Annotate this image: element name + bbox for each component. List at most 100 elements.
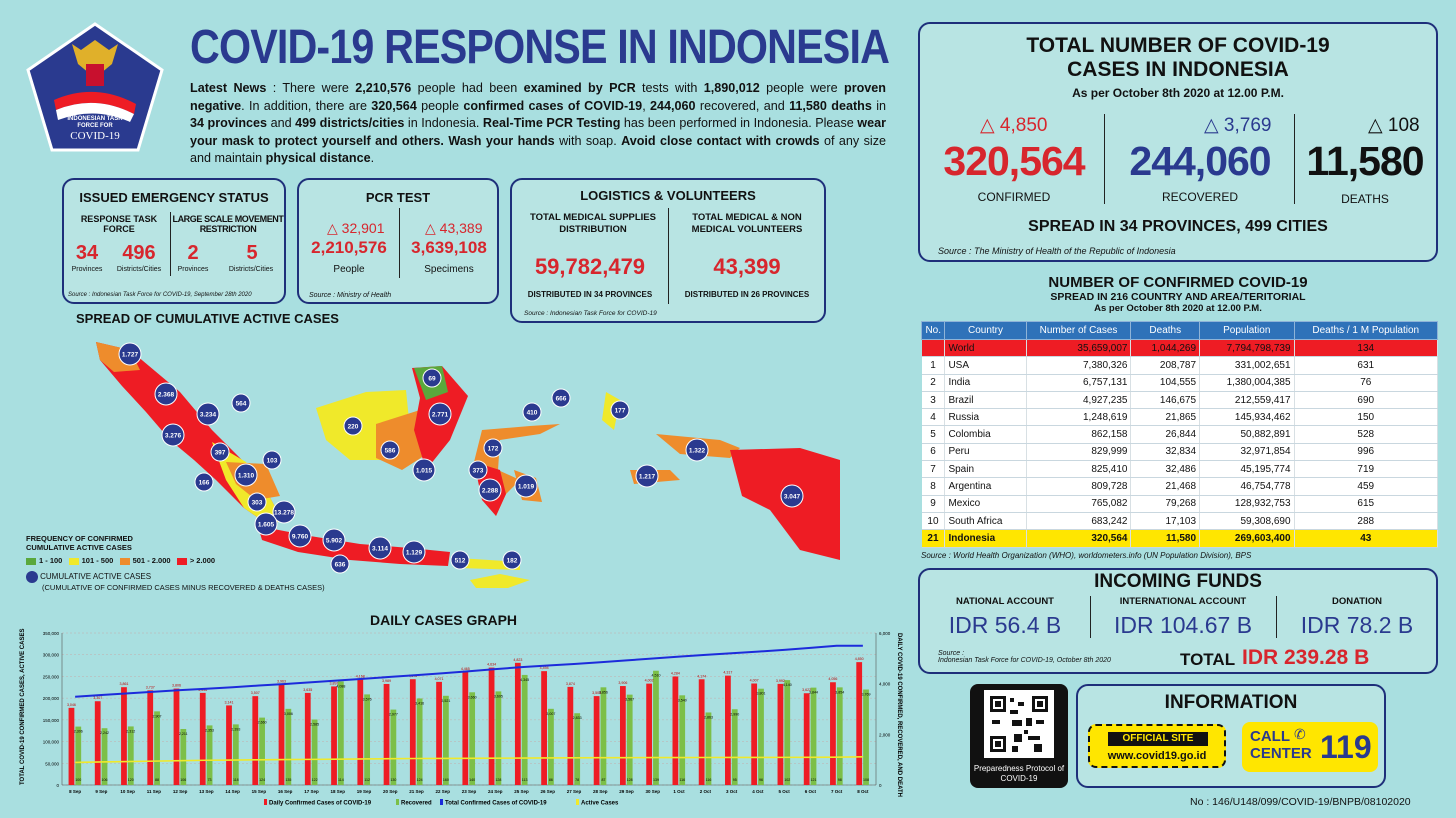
case-bubble: 1.727 xyxy=(118,342,142,366)
recovered-bar xyxy=(521,674,528,785)
x-tick-label: 25 Sep xyxy=(514,789,529,794)
bubble-label: 13.278 xyxy=(274,510,294,517)
death-data-label: 95 xyxy=(733,778,737,782)
table-cell: 631 xyxy=(1294,356,1439,375)
confirmed-bar xyxy=(409,679,416,785)
bubble-label: 3.047 xyxy=(784,494,801,501)
official-site-button[interactable]: OFFICIAL SITE www.covid19.go.id xyxy=(1088,724,1226,768)
table-cell: 76 xyxy=(1294,374,1439,392)
call-center-number[interactable]: 119 xyxy=(1320,729,1372,765)
table-cell: 8 xyxy=(921,477,946,496)
recovered-data-label: 2,977 xyxy=(389,713,398,717)
deaths-value: 11,580 xyxy=(1306,138,1424,184)
bubble-label: 3.234 xyxy=(200,412,217,419)
death-data-label: 130 xyxy=(390,778,396,782)
legend-item-2: 101 - 500 xyxy=(68,556,118,565)
recovered-data-label: 4,140 xyxy=(783,683,792,687)
official-site-url[interactable]: www.covid19.go.id xyxy=(1107,750,1207,762)
y-tick-label: 100,000 xyxy=(43,740,60,745)
death-data-label: 128 xyxy=(495,778,501,782)
table-cell: 150 xyxy=(1294,408,1439,427)
bubble-label: 1.019 xyxy=(518,484,535,491)
y-tick-label: 50,000 xyxy=(45,761,59,766)
table-row: World 35,659,007 1,044,269 7,794,798,739 134 xyxy=(921,339,1439,358)
x-tick-label: 6 Oct xyxy=(805,789,817,794)
case-bubble: 1.322 xyxy=(685,438,709,462)
bubble-label: 172 xyxy=(488,446,499,453)
emg-v2: 496 xyxy=(122,242,156,264)
call-center-button[interactable]: CALL CENTER ✆ 119 xyxy=(1242,722,1378,772)
table-row: 2 India 6,757,131 104,555 1,380,004,385 76 xyxy=(921,374,1439,392)
death-data-label: 100 xyxy=(75,778,81,782)
table-cell: 128,932,753 xyxy=(1199,495,1295,513)
recovered-data-label: 2,863 xyxy=(704,715,713,719)
confirmed-data-label: 3,861 xyxy=(119,682,128,686)
recovered-bar xyxy=(285,708,292,785)
case-bubble: 1.217 xyxy=(635,464,659,488)
x-tick-label: 12 Sep xyxy=(173,789,188,794)
confirmed-bar xyxy=(357,679,364,785)
confirmed-data-label: 3,989 xyxy=(382,679,391,683)
confirmed-bar xyxy=(672,676,679,785)
recovered-bar xyxy=(784,680,791,785)
up-arrow-icon: △ xyxy=(327,220,338,236)
table-cell: 7,794,798,739 xyxy=(1199,339,1295,358)
recovered-data-label: 2,907 xyxy=(153,714,162,718)
table-cell: 21,468 xyxy=(1130,477,1201,496)
table-cell: 134 xyxy=(1294,339,1439,358)
confirmed-data-label: 3,507 xyxy=(251,691,260,695)
table-row: 21 Indonesia 320,564 11,580 269,603,400 43 xyxy=(921,529,1439,548)
case-bubble: 3.047 xyxy=(780,484,804,508)
national-value: IDR 56.4 B xyxy=(948,612,1062,638)
medical-supplies-value: 59,782,479 xyxy=(534,254,646,279)
bubble-label: 1.605 xyxy=(258,522,275,529)
latest-news: Latest News : There were 2,210,576 peopl… xyxy=(190,81,886,165)
table-cell: 719 xyxy=(1294,460,1439,479)
phone-icon: ✆ xyxy=(1294,726,1306,742)
table-cell: 21 xyxy=(921,529,946,548)
x-tick-label: 24 Sep xyxy=(488,789,503,794)
table-cell: 6,757,131 xyxy=(1026,374,1132,392)
up-arrow-icon: △ xyxy=(980,115,995,136)
table-cell: 331,002,651 xyxy=(1199,356,1295,375)
recovered-bar xyxy=(495,691,502,785)
x-tick-label: 14 Sep xyxy=(225,789,240,794)
confirmed-bar xyxy=(619,686,626,785)
national-label: NATIONAL ACCOUNT xyxy=(956,596,1054,607)
table-cell: 4,927,235 xyxy=(1026,391,1132,410)
confirmed-bar xyxy=(698,679,705,785)
x-tick-label: 2 Oct xyxy=(700,789,712,794)
x-tick-label: 17 Sep xyxy=(304,789,319,794)
table-cell: 1 xyxy=(921,356,946,375)
emg-l4: Districts/Cities xyxy=(228,266,274,273)
case-bubble: 1.129 xyxy=(402,540,426,564)
recovered-bar xyxy=(731,709,738,785)
legend-label: Total Confirmed Cases of COVID-19 xyxy=(445,801,547,807)
qr-code-icon[interactable] xyxy=(984,690,1054,758)
confirmed-bar xyxy=(567,686,574,785)
confirmed-data-label: 4,174 xyxy=(697,674,706,678)
document-number: No : 146/U148/099/COVID-19/BNPB/08102020 xyxy=(1190,796,1411,808)
table-row: 1 USA 7,380,326 208,787 331,002,651 631 xyxy=(921,356,1439,375)
bubble-label: 1.015 xyxy=(416,468,433,475)
table-cell: 7 xyxy=(921,460,946,479)
table-header: Population xyxy=(1199,321,1295,340)
table-cell: 829,999 xyxy=(1026,443,1132,462)
recovered-label: RECOVERED xyxy=(1161,190,1238,204)
confirmed-bar xyxy=(725,675,731,785)
inc-recovered: △ 3,769 xyxy=(1204,115,1272,136)
table-cell: 2 xyxy=(921,374,946,392)
table-cell: 528 xyxy=(1294,425,1439,444)
x-tick-label: 8 Sep xyxy=(69,789,81,794)
qr-card[interactable]: Preparedness Protocol of COVID-19 xyxy=(970,684,1068,788)
medical-supplies-label: TOTAL MEDICAL SUPPLIES DISTRIBUTION xyxy=(530,212,656,235)
logistics-title: LOGISTICS & VOLUNTEERS xyxy=(580,188,756,203)
death-data-label: 106 xyxy=(180,778,186,782)
bubble-label: 182 xyxy=(507,558,518,565)
confirmed-data-label: 3,046 xyxy=(67,703,76,707)
confirmed-data-label: 3,806 xyxy=(172,684,181,688)
recovered-bar xyxy=(259,717,265,785)
table-row: 4 Russia 1,248,619 21,865 145,934,462 150 xyxy=(921,408,1439,427)
table-cell: 1,248,619 xyxy=(1026,408,1132,427)
table-cell: 683,242 xyxy=(1026,512,1132,531)
